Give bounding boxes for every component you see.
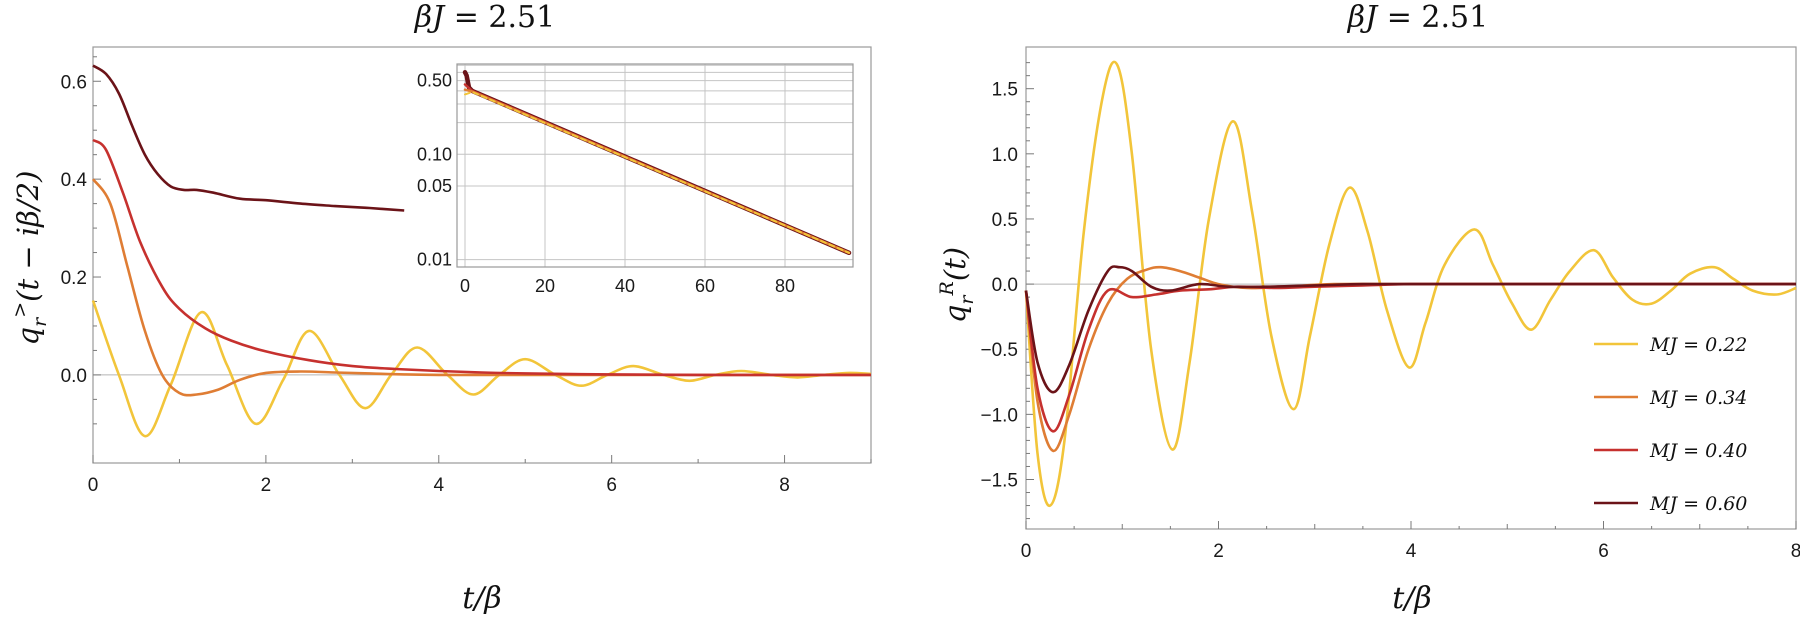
right-ytick-label: −1.0 [980,405,1018,426]
right-xtick-label: 0 [1021,541,1032,562]
left-ytick-label: 0.2 [61,268,87,289]
right-xlabel: t/β [1392,581,1432,616]
inset-ytick-label: 0.50 [417,71,452,91]
right-ytick-label: −0.5 [980,340,1018,361]
left-xtick-label: 6 [606,475,617,496]
right-ytick-label: 1.5 [992,80,1018,101]
right-panel: βJ = 2.51 0 2 4 6 8−1.5−1.0−0.50.00.51.01.5 … [936,0,1800,616]
inset-frame [456,63,854,268]
right-xtick-label: 6 [1598,541,1609,562]
left-xtick-label: 8 [779,475,790,496]
right-xtick-label: 4 [1406,541,1417,562]
right-xtick-label: 8 [1791,541,1800,562]
legend-label-2: MJ = 0.40 [1649,440,1747,462]
left-title: βJ = 2.51 [414,0,555,35]
inset-axes: 0 20 40 60 80 0.01 0.05 0.10 0.50 [417,71,795,296]
inset-xtick-label: 0 [460,276,470,296]
left-xlabel: t/β [462,581,502,616]
right-series-line-3 [1024,265,1796,394]
inset-ytick-label: 0.10 [417,144,452,164]
inset-series-line-3 [464,91,850,254]
left-panel: βJ = 2.51 0 2 4 6 8 0.0 0.2 0.4 0.6 t/β qr>(t − … [9,0,872,616]
inset-panel: 0 20 40 60 80 0.01 0.05 0.10 0.50 [417,63,854,296]
left-axes: 0 2 4 6 8 0.0 0.2 0.4 0.6 [61,56,872,496]
inset-xtick-label: 20 [535,276,555,296]
left-xtick-label: 2 [261,475,272,496]
right-series-line-1 [1024,265,1796,453]
left-series-line-0 [91,300,872,438]
right-ylabel: qrR(t) [936,247,978,323]
inset-ytick-label: 0.05 [417,176,452,196]
left-ytick-label: 0.4 [61,170,88,191]
inset-xtick-label: 40 [615,276,635,296]
legend-label-3: MJ = 0.60 [1649,493,1747,515]
inset-series [462,70,852,256]
right-ytick-label: −1.5 [980,470,1018,491]
inset-grid [457,64,853,267]
left-series [91,64,872,438]
left-xtick-label: 4 [433,475,444,496]
right-title: βJ = 2.51 [1347,0,1488,35]
right-ytick-label: 0.0 [992,275,1018,296]
left-xtick-label: 0 [88,475,99,496]
right-ytick-label: 0.5 [992,210,1018,231]
left-plot-frame [92,46,872,464]
inset-xtick-label: 60 [695,276,715,296]
left-series-line-2 [92,138,871,377]
inset-background [457,64,853,267]
legend: MJ = 0.22 MJ = 0.34 MJ = 0.40 MJ = 0.60 [1594,334,1747,515]
right-xtick-label: 2 [1213,541,1224,562]
legend-label-1: MJ = 0.34 [1649,387,1747,409]
left-ytick-label: 0.6 [61,72,87,93]
left-ylabel: qr>(t − iβ/2) [9,171,51,346]
right-series-line-0 [1024,60,1797,507]
left-ytick-label: 0.0 [61,366,87,387]
legend-label-0: MJ = 0.22 [1649,334,1747,356]
inset-ytick-label: 0.01 [417,250,452,270]
right-ytick-label: 1.0 [992,145,1018,166]
right-series-line-2 [1024,282,1796,433]
left-series-line-3 [92,64,405,212]
right-series [1024,60,1797,507]
inset-xtick-label: 80 [775,276,795,296]
